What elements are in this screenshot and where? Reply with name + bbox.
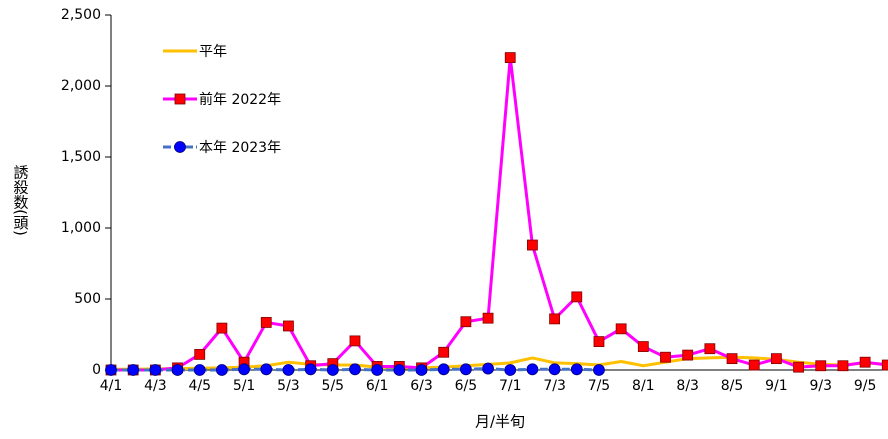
x-tick-label: 5/5 xyxy=(322,378,345,394)
legend-marker xyxy=(174,93,186,105)
marker xyxy=(593,336,605,348)
y-tick-label: 1,500 xyxy=(61,149,101,165)
x-axis-title: 月/半旬 xyxy=(475,413,525,431)
x-tick-label: 7/1 xyxy=(499,378,522,394)
x-tick-label: 8/3 xyxy=(676,378,699,394)
marker xyxy=(127,364,140,376)
marker xyxy=(793,361,804,373)
marker xyxy=(149,364,162,376)
x-tick-label: 9/1 xyxy=(765,378,788,394)
x-tick-label: 4/5 xyxy=(188,378,211,394)
marker xyxy=(393,364,406,376)
x-tick-label: 7/3 xyxy=(543,378,566,394)
legend-label: 前年 2022年 xyxy=(199,91,281,108)
marker xyxy=(260,317,272,328)
marker xyxy=(548,363,561,376)
marker xyxy=(570,363,583,376)
y-tick-label: 500 xyxy=(74,291,101,307)
marker xyxy=(504,364,517,376)
marker xyxy=(482,362,494,375)
marker xyxy=(415,364,428,376)
marker xyxy=(460,316,472,328)
marker xyxy=(437,363,450,376)
marker xyxy=(637,341,649,352)
marker xyxy=(704,343,716,355)
marker xyxy=(615,323,627,335)
legend-marker xyxy=(174,141,186,153)
marker xyxy=(549,313,560,325)
marker xyxy=(349,363,361,376)
legend-label: 平年 xyxy=(199,44,227,60)
marker xyxy=(526,363,539,376)
marker xyxy=(682,349,694,361)
marker xyxy=(593,364,605,376)
marker xyxy=(171,364,184,376)
marker xyxy=(215,364,228,376)
marker xyxy=(726,353,738,365)
y-tick-label: 2,500 xyxy=(61,7,101,23)
marker xyxy=(371,364,384,376)
x-tick-label: 6/5 xyxy=(455,378,478,394)
x-tick-label: 5/1 xyxy=(233,378,256,394)
marker xyxy=(283,320,294,332)
y-axis-title: 誘殺数(頭) xyxy=(12,164,30,236)
x-tick-label: 6/1 xyxy=(366,378,389,394)
marker xyxy=(238,363,250,376)
x-tick-label: 6/3 xyxy=(410,378,433,394)
marker xyxy=(660,351,671,363)
marker xyxy=(748,359,760,371)
x-tick-label: 8/5 xyxy=(721,378,744,394)
marker xyxy=(771,353,782,365)
marker xyxy=(438,346,450,358)
marker xyxy=(282,364,295,376)
marker xyxy=(260,363,273,376)
x-tick-label: 9/3 xyxy=(809,378,832,394)
y-tick-label: 1,000 xyxy=(61,220,101,236)
marker xyxy=(193,364,206,376)
marker xyxy=(504,52,516,63)
marker xyxy=(482,312,494,324)
marker xyxy=(326,364,339,376)
marker xyxy=(527,239,538,251)
legend-label: 本年 2023年 xyxy=(199,140,281,156)
x-tick-label: 4/1 xyxy=(100,378,123,394)
marker xyxy=(304,363,317,376)
x-tick-label: 9/5 xyxy=(854,378,877,394)
marker xyxy=(881,359,888,371)
y-tick-label: 0 xyxy=(92,362,101,378)
marker xyxy=(349,335,361,347)
y-tick-label: 2,000 xyxy=(61,78,101,94)
x-tick-label: 8/1 xyxy=(632,378,655,394)
marker xyxy=(571,291,583,303)
x-tick-label: 5/3 xyxy=(277,378,300,394)
marker xyxy=(105,364,117,376)
marker xyxy=(216,322,228,334)
marker xyxy=(815,360,827,372)
marker xyxy=(194,348,206,360)
marker xyxy=(459,363,472,376)
x-tick-label: 4/3 xyxy=(144,378,167,394)
marker xyxy=(837,360,849,372)
marker xyxy=(859,356,871,368)
x-tick-label: 7/5 xyxy=(588,378,611,394)
